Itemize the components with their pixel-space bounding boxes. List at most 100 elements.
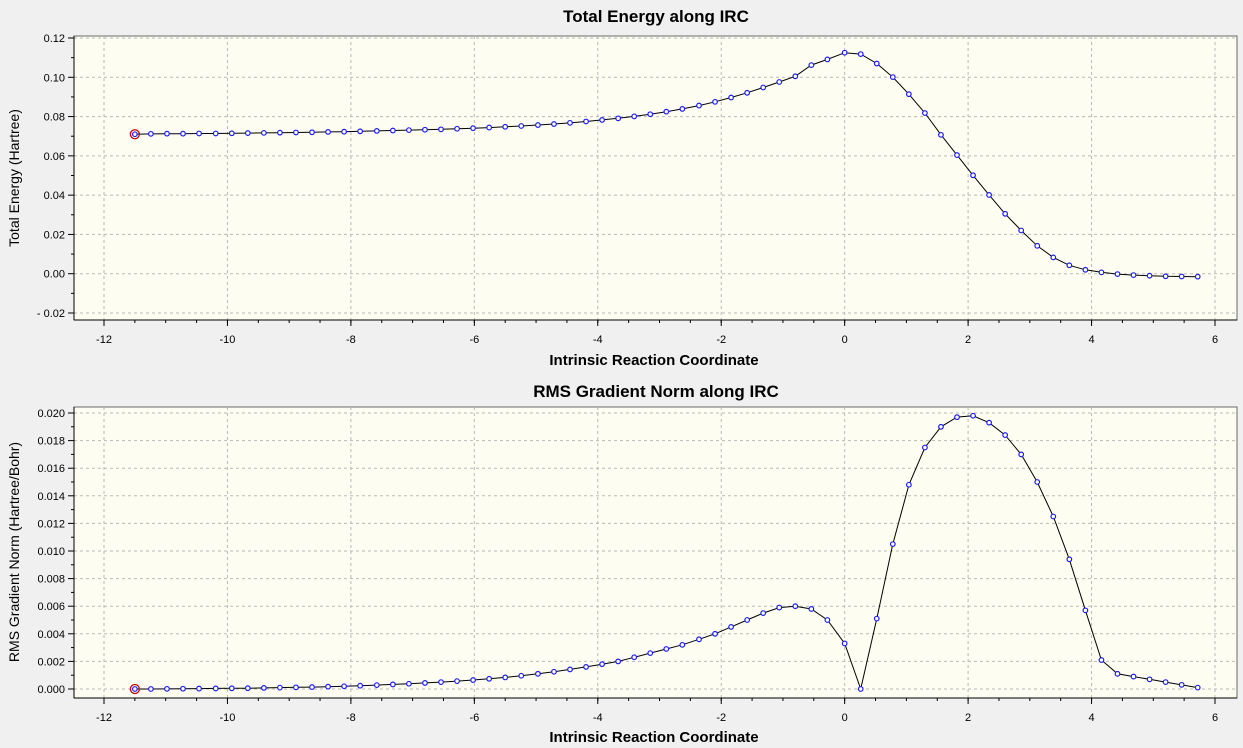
data-point[interactable] — [583, 118, 589, 125]
data-point[interactable] — [647, 111, 654, 118]
data-point[interactable] — [148, 686, 154, 692]
data-point[interactable] — [938, 131, 944, 138]
data-point[interactable] — [518, 123, 525, 129]
data-point[interactable] — [728, 624, 734, 630]
data-point[interactable] — [905, 481, 912, 488]
data-point[interactable] — [905, 91, 912, 98]
data-point[interactable] — [535, 122, 541, 128]
data-point[interactable] — [406, 127, 412, 134]
data-point[interactable] — [454, 125, 460, 132]
data-point[interactable] — [712, 98, 718, 105]
data-point[interactable] — [1002, 210, 1009, 217]
data-point[interactable] — [373, 128, 380, 134]
data-point[interactable] — [164, 130, 170, 137]
data-point[interactable] — [1050, 254, 1057, 261]
data-point[interactable] — [679, 641, 686, 648]
data-point[interactable] — [1050, 513, 1057, 520]
data-point[interactable] — [1130, 272, 1137, 278]
data-point[interactable] — [857, 686, 864, 692]
data-point[interactable] — [551, 668, 557, 675]
data-point[interactable] — [1098, 269, 1105, 276]
data-point[interactable] — [1098, 657, 1105, 663]
data-point[interactable] — [357, 682, 364, 689]
data-point[interactable] — [954, 414, 960, 421]
data-point[interactable] — [293, 129, 299, 136]
data-point[interactable] — [663, 108, 670, 115]
data-point[interactable] — [873, 615, 880, 622]
data-point[interactable] — [583, 664, 589, 670]
data-point[interactable] — [728, 94, 734, 101]
data-point[interactable] — [277, 684, 283, 691]
data-point[interactable] — [502, 674, 509, 681]
data-point[interactable] — [889, 541, 896, 547]
data-point[interactable] — [679, 106, 686, 112]
data-point[interactable] — [970, 172, 976, 179]
data-point[interactable] — [212, 685, 219, 692]
data-point[interactable] — [615, 658, 622, 665]
data-point[interactable] — [1194, 684, 1201, 691]
data-point[interactable] — [792, 73, 799, 80]
data-point[interactable] — [422, 126, 428, 133]
data-point[interactable] — [309, 684, 315, 690]
data-point[interactable] — [744, 89, 751, 96]
data-point[interactable] — [824, 56, 831, 63]
data-point[interactable] — [244, 130, 251, 136]
data-point[interactable] — [760, 610, 767, 616]
data-point[interactable] — [857, 51, 864, 58]
data-point[interactable] — [1146, 272, 1153, 279]
data-point[interactable] — [1114, 271, 1121, 278]
data-point[interactable] — [1034, 479, 1041, 485]
current-point-marker[interactable] — [129, 683, 141, 695]
data-point[interactable] — [567, 666, 573, 673]
data-point[interactable] — [212, 130, 219, 137]
data-point[interactable] — [986, 419, 992, 426]
data-point[interactable] — [502, 123, 509, 130]
data-point[interactable] — [631, 654, 638, 661]
data-point[interactable] — [196, 130, 202, 137]
data-point[interactable] — [486, 124, 493, 131]
data-point[interactable] — [1114, 670, 1121, 677]
data-point[interactable] — [647, 650, 654, 657]
data-point[interactable] — [889, 74, 896, 80]
data-point[interactable] — [986, 192, 992, 198]
data-point[interactable] — [1162, 273, 1169, 280]
data-point[interactable] — [438, 679, 444, 685]
data-point[interactable] — [663, 646, 670, 652]
data-point[interactable] — [808, 62, 815, 69]
data-point[interactable] — [808, 606, 815, 612]
data-point[interactable] — [1194, 273, 1201, 280]
data-point[interactable] — [1130, 673, 1137, 680]
data-point[interactable] — [922, 110, 928, 116]
data-point[interactable] — [970, 412, 976, 419]
data-point[interactable] — [873, 60, 880, 67]
data-point[interactable] — [373, 682, 380, 689]
data-point[interactable] — [792, 603, 799, 610]
data-point[interactable] — [1018, 227, 1025, 234]
data-point[interactable] — [325, 128, 331, 135]
data-point[interactable] — [244, 685, 251, 692]
data-point[interactable] — [599, 661, 605, 668]
data-point[interactable] — [389, 681, 396, 688]
data-point[interactable] — [922, 444, 928, 451]
data-point[interactable] — [357, 128, 364, 135]
data-point[interactable] — [696, 636, 702, 643]
data-point[interactable] — [599, 117, 605, 123]
data-point[interactable] — [454, 678, 460, 685]
data-point[interactable] — [841, 49, 848, 56]
data-point[interactable] — [1082, 266, 1089, 273]
data-point[interactable] — [1002, 432, 1009, 438]
data-point[interactable] — [228, 130, 235, 137]
data-point[interactable] — [341, 683, 347, 690]
data-point[interactable] — [438, 126, 444, 133]
data-point[interactable] — [196, 685, 202, 692]
data-point[interactable] — [744, 617, 751, 623]
data-point[interactable] — [260, 684, 267, 691]
data-point[interactable] — [180, 685, 186, 692]
data-point[interactable] — [1034, 242, 1041, 249]
data-point[interactable] — [615, 115, 622, 122]
data-point[interactable] — [228, 685, 235, 692]
data-point[interactable] — [954, 152, 960, 158]
data-point[interactable] — [309, 129, 315, 136]
data-point[interactable] — [776, 604, 783, 611]
data-point[interactable] — [1018, 451, 1025, 458]
